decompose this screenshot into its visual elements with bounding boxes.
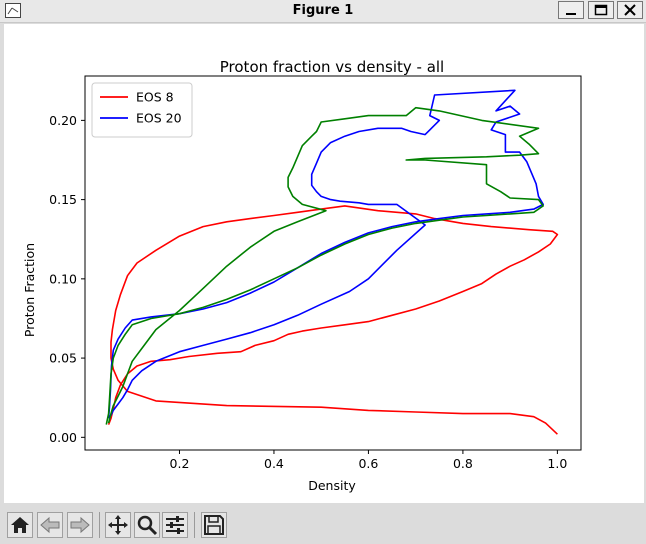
x-axis-ticks: 0.2 0.4 0.6 0.8 1.0 — [170, 450, 567, 471]
legend-label: EOS 20 — [136, 111, 182, 126]
save-button[interactable] — [201, 512, 227, 538]
chart-svg: Proton fraction vs density - all Density… — [22, 58, 582, 493]
save-icon — [204, 515, 224, 535]
home-icon — [11, 517, 29, 533]
maximize-icon — [594, 4, 608, 16]
forward-icon — [70, 516, 90, 534]
series-line-0 — [107, 205, 559, 435]
home-button[interactable] — [7, 512, 33, 538]
chart-title: Proton fraction vs density - all — [220, 58, 444, 76]
x-tick-label: 0.4 — [264, 456, 284, 471]
y-axis-ticks: 0.00 0.05 0.10 0.15 0.20 — [49, 113, 85, 445]
pan-icon — [108, 515, 128, 535]
navigation-toolbar — [0, 504, 646, 544]
y-tick-label: 0.05 — [49, 351, 77, 366]
configure-subplots-icon — [166, 516, 184, 534]
pan-button[interactable] — [105, 512, 131, 538]
figure-canvas[interactable]: Proton fraction vs density - all Density… — [4, 24, 644, 503]
x-tick-label: 0.8 — [453, 456, 473, 471]
plot-lines — [105, 89, 559, 435]
configure-subplots-button[interactable] — [162, 512, 188, 538]
y-tick-label: 0.10 — [49, 271, 77, 286]
back-button[interactable] — [37, 512, 63, 538]
x-tick-label: 1.0 — [547, 456, 567, 471]
plot-frame — [84, 75, 582, 451]
zoom-icon — [137, 515, 158, 536]
legend-label: EOS 8 — [136, 90, 174, 105]
minimize-icon — [566, 13, 576, 15]
forward-button[interactable] — [67, 512, 93, 538]
window-title: Figure 1 — [292, 3, 354, 18]
series-line-2 — [105, 106, 545, 425]
legend: EOS 8 EOS 20 — [91, 82, 193, 138]
y-tick-label: 0.00 — [49, 430, 77, 445]
x-tick-label: 0.6 — [358, 456, 378, 471]
toolbar-separator — [99, 512, 100, 538]
toolbar-separator — [194, 512, 195, 538]
y-axis-label: Proton Fraction — [22, 243, 37, 337]
figure-icon[interactable] — [5, 3, 21, 18]
x-tick-label: 0.2 — [170, 456, 190, 471]
y-tick-label: 0.15 — [49, 192, 77, 207]
close-button[interactable] — [617, 1, 643, 19]
x-axis-label: Density — [308, 478, 356, 493]
series-line-1 — [107, 89, 545, 419]
close-icon — [624, 4, 636, 16]
back-icon — [40, 516, 60, 534]
maximize-button[interactable] — [588, 1, 614, 19]
y-tick-label: 0.20 — [49, 113, 77, 128]
minimize-button[interactable] — [558, 1, 584, 19]
window-titlebar: Figure 1 — [0, 0, 646, 23]
zoom-button[interactable] — [134, 512, 160, 538]
